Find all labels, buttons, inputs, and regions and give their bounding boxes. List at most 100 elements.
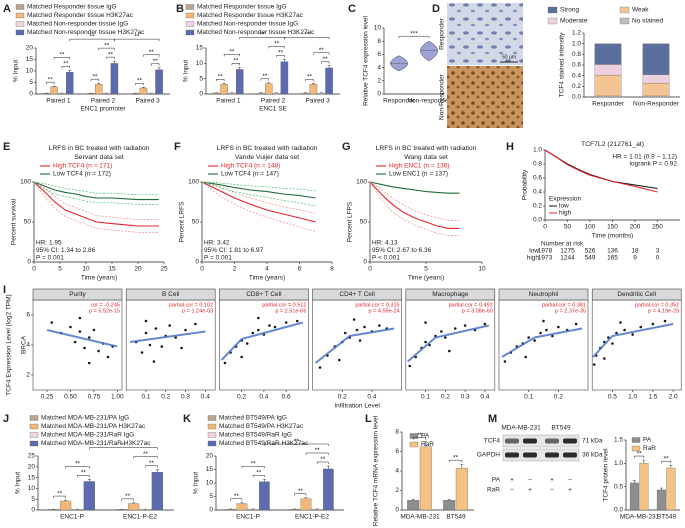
y-tick-label: 0: [209, 507, 213, 514]
y-axis-label: % Input: [13, 60, 20, 82]
x-tick-label: 0.4: [480, 394, 489, 401]
bar: [110, 63, 119, 95]
sig-bracket: [260, 78, 270, 81]
bar: [280, 61, 289, 95]
blot-band: [505, 438, 519, 444]
sig-label: **: [92, 73, 98, 80]
error-bar: [632, 480, 636, 483]
y-axis-label: Percent LFPS: [347, 201, 354, 242]
title-strip: [405, 288, 496, 301]
sig-label: **: [48, 76, 54, 83]
legend-label: No stained: [632, 18, 663, 25]
sig-bracket: [145, 465, 158, 468]
bar: [50, 86, 58, 95]
x-tick-label: 0: [368, 266, 372, 273]
legend-label: Matched MDA-MB-231/RaR IgG: [41, 432, 134, 439]
legend-swatch: [29, 432, 39, 438]
y-tick-label: 1.2: [572, 30, 581, 37]
chart-title: LRFS in BC treated with radiation: [217, 145, 318, 152]
sig-bracket: [313, 52, 330, 55]
bar: [87, 93, 95, 95]
y-tick-label: 0.6: [533, 175, 542, 182]
sig-bracket: [398, 35, 430, 39]
annotation: partial.cor = 0.512: [262, 302, 306, 308]
x-tick-label: 5: [424, 266, 428, 273]
blot-size: 36 kDa: [582, 452, 603, 459]
sig-bracket: [223, 54, 240, 57]
sig-label: **: [298, 488, 304, 495]
bar: [235, 69, 244, 95]
treatment-sign: −: [550, 487, 554, 494]
point: [78, 316, 82, 320]
point: [78, 330, 82, 333]
bar: [301, 92, 310, 95]
x-tick-label: 0.6: [282, 394, 291, 401]
error-bar: [267, 82, 271, 84]
y-tick-label: 0.8: [533, 161, 542, 168]
bar: [131, 93, 140, 95]
x-tick-label: 150: [607, 224, 618, 231]
point: [355, 328, 359, 332]
treatment-sign: −: [568, 477, 572, 484]
annotation: partial.cor = 0.352: [635, 302, 679, 308]
point: [160, 345, 164, 348]
bar: [247, 509, 259, 511]
category-label: Paired 1: [46, 98, 71, 105]
sig-label: **: [125, 493, 131, 500]
sig-bracket: [98, 47, 115, 51]
legend-title: Expression: [549, 196, 582, 203]
legend-label: Matched BT549/PA IgG: [219, 415, 287, 422]
row-label: BRCA: [21, 335, 28, 354]
y-tick-label: 15: [196, 45, 204, 52]
plot-frame: [405, 299, 496, 391]
sig-bracket: [252, 474, 265, 478]
x-tick-label: 0.1: [141, 394, 150, 401]
error-bar: [238, 67, 242, 70]
error-bar: [282, 59, 286, 62]
sig-label: **: [323, 56, 329, 63]
point: [378, 324, 381, 327]
y-tick-label: 1.5: [614, 437, 623, 444]
point: [257, 328, 260, 332]
annotation: HR: 3.42: [204, 240, 230, 247]
point: [223, 361, 227, 365]
annotation: partial.cor = 0.492: [449, 302, 493, 308]
panel-label: A: [3, 3, 11, 15]
y-axis-label: TCF4 Expression Level (log2 TPM): [6, 294, 13, 395]
legend-label: Matched Responder tissue H3K27ac: [27, 12, 134, 19]
risk-row-label: high: [527, 255, 540, 262]
panel-label: E: [3, 141, 10, 153]
legend-swatch: [29, 440, 39, 447]
sig-label: **: [637, 450, 643, 457]
sig-bracket: [151, 63, 160, 66]
survival-curve: [33, 181, 159, 220]
x-tick-label: 0: [200, 266, 204, 273]
category-label: ENC1-P: [60, 514, 84, 521]
error-bar: [411, 499, 415, 501]
x-tick-label: 0.2: [338, 394, 347, 401]
risk-count: 549: [585, 255, 596, 262]
y-tick-label: 0: [395, 507, 399, 514]
image-label: Non-Responder: [439, 73, 446, 120]
sig-bracket: [448, 459, 463, 463]
x-tick-label: 2.0: [669, 394, 678, 401]
point: [144, 331, 148, 335]
x-tick-label: 50: [564, 224, 572, 231]
legend-label: Matched Non-responder tissue H3K27ac: [197, 29, 315, 36]
survival-curve: [201, 181, 316, 199]
error-bar: [240, 502, 244, 504]
bar: [212, 92, 221, 95]
y-tick-label: 50: [192, 219, 200, 226]
sig-bracket: [53, 57, 70, 60]
point: [97, 349, 100, 353]
legend-swatch: [15, 29, 25, 36]
sig-label: **: [664, 455, 670, 462]
y-tick-label: 100: [356, 179, 367, 186]
sig-label: **: [137, 78, 143, 85]
point: [73, 340, 77, 344]
y-tick-label: 15: [206, 466, 214, 473]
bar: [139, 87, 148, 95]
x-tick-label: 0.5: [608, 394, 617, 401]
sig-bracket: [216, 79, 225, 82]
survival-curve: [544, 149, 658, 193]
